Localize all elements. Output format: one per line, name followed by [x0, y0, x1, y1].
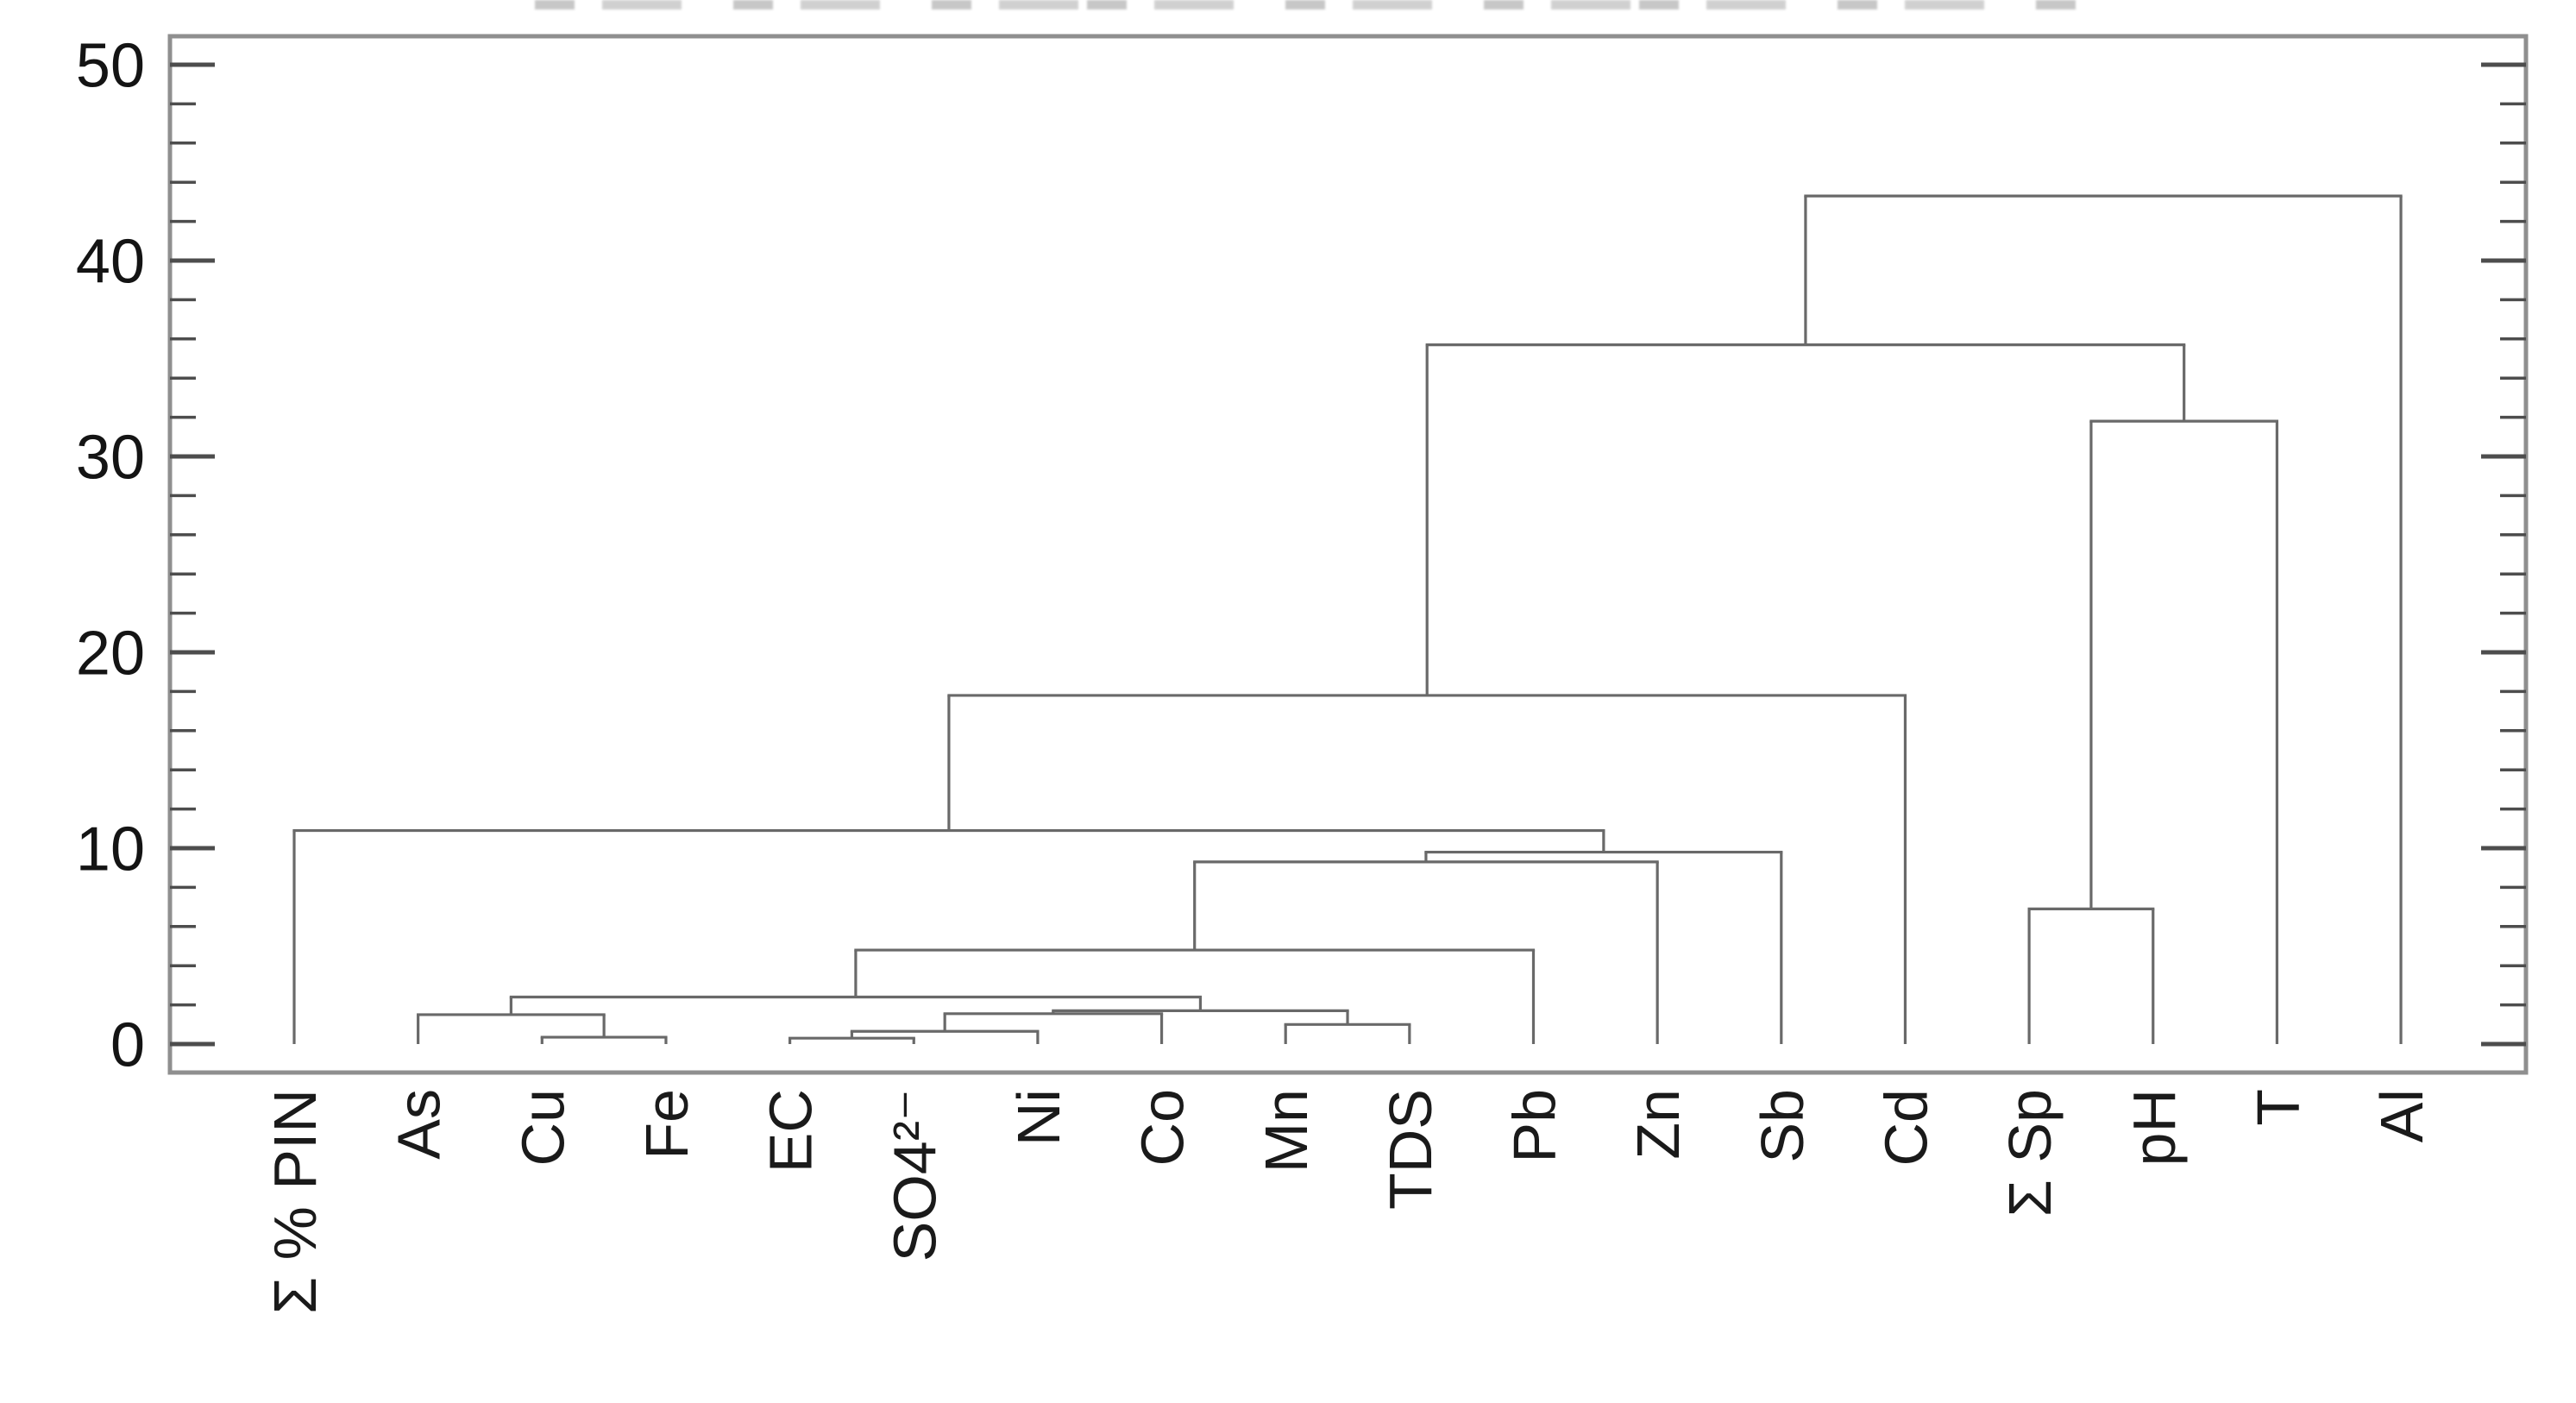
y-tick-label: 50 — [76, 32, 145, 101]
y-tick-label: 0 — [110, 1011, 145, 1080]
cropped-title-fragment — [535, 0, 2079, 9]
leaf-label-as: As — [386, 1089, 453, 1160]
leaf-label-mn: Mn — [1253, 1089, 1320, 1173]
leaf-label-co: Co — [1129, 1089, 1197, 1166]
leaf-label-sb: Sb — [1749, 1089, 1816, 1163]
leaf-label-t: T — [2244, 1089, 2311, 1126]
y-tick-label: 20 — [76, 620, 145, 689]
leaf-label-zn: Zn — [1624, 1089, 1692, 1160]
leaf-label-cd: Cd — [1872, 1089, 1939, 1166]
leaf-label-tds: TDS — [1377, 1089, 1444, 1210]
y-tick-label: 10 — [76, 815, 145, 884]
leaf-label-ni: Ni — [1005, 1089, 1072, 1146]
y-axis-tick-labels: 0 10 20 30 40 50 — [76, 32, 145, 1080]
leaf-label-cu: Cu — [509, 1089, 576, 1166]
y-tick-label: 30 — [76, 424, 145, 493]
axis-ticks — [170, 62, 2526, 1047]
leaf-label-ph: pH — [2120, 1089, 2188, 1166]
leaf-label-so4: SO4²⁻ — [881, 1089, 948, 1261]
dendrogram-tree — [292, 194, 2403, 1044]
y-tick-label: 40 — [76, 228, 145, 297]
leaf-label-ec: EC — [757, 1089, 825, 1173]
leaf-label-pb: Pb — [1501, 1089, 1568, 1163]
leaf-label-pin: Σ % PIN — [261, 1089, 329, 1314]
leaf-label-fe: Fe — [633, 1089, 701, 1160]
leaf-label-al: Al — [2368, 1089, 2435, 1142]
plot-frame — [167, 34, 2529, 1075]
plot-border — [167, 34, 2529, 1075]
leaf-labels: Σ % PIN As Cu Fe EC SO4²⁻ Ni Co Mn TDS Pb Zn Sb Cd Σ S… — [261, 1089, 2435, 1314]
leaf-label-sp: Σ Sp — [1996, 1089, 2064, 1217]
